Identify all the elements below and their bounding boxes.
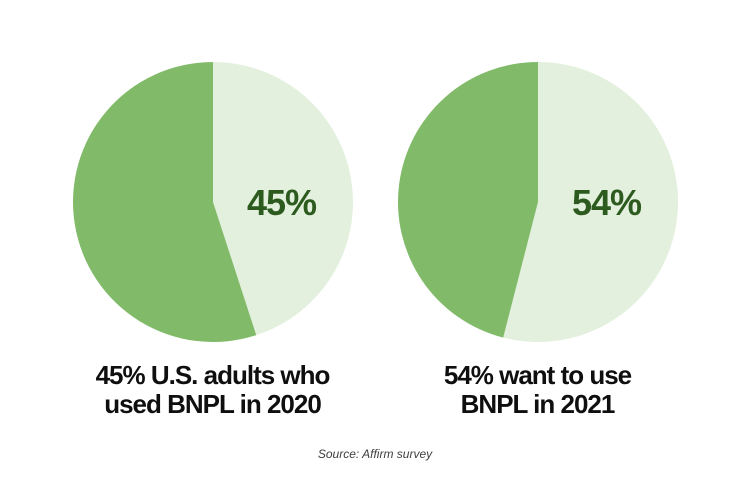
pie-2021-caption: 54% want to use BNPL in 2021 — [443, 360, 632, 419]
pie-2020-caption: 45% U.S. adults who used BNPL in 2020 — [95, 360, 331, 419]
pie-chart-2020: 45% 45% U.S. adults who used BNPL in 202… — [72, 62, 353, 419]
caption-line-2: BNPL in 2021 — [460, 389, 616, 419]
pie-slice-remainder — [72, 62, 256, 342]
pie-2020-svg — [72, 62, 353, 342]
pie-2020-value-label: 45% — [246, 182, 317, 223]
pie-2021: 54% — [397, 62, 678, 342]
caption-line-1: 54% want to use — [443, 360, 632, 390]
pie-slice-remainder — [397, 62, 538, 338]
pie-2021-value-label: 54% — [571, 182, 642, 223]
caption-line-1: 45% U.S. adults who — [95, 360, 331, 390]
source-citation: Source: Affirm survey — [317, 447, 433, 461]
pie-slice-share — [502, 62, 678, 342]
pie-chart-2021: 54% 54% want to use BNPL in 2021 — [397, 62, 678, 419]
charts-row: 45% 45% U.S. adults who used BNPL in 202… — [72, 62, 678, 419]
pie-2020: 45% — [72, 62, 353, 342]
pie-slice-share — [212, 62, 353, 336]
caption-line-2: used BNPL in 2020 — [104, 389, 322, 419]
pie-2021-svg — [397, 62, 678, 342]
